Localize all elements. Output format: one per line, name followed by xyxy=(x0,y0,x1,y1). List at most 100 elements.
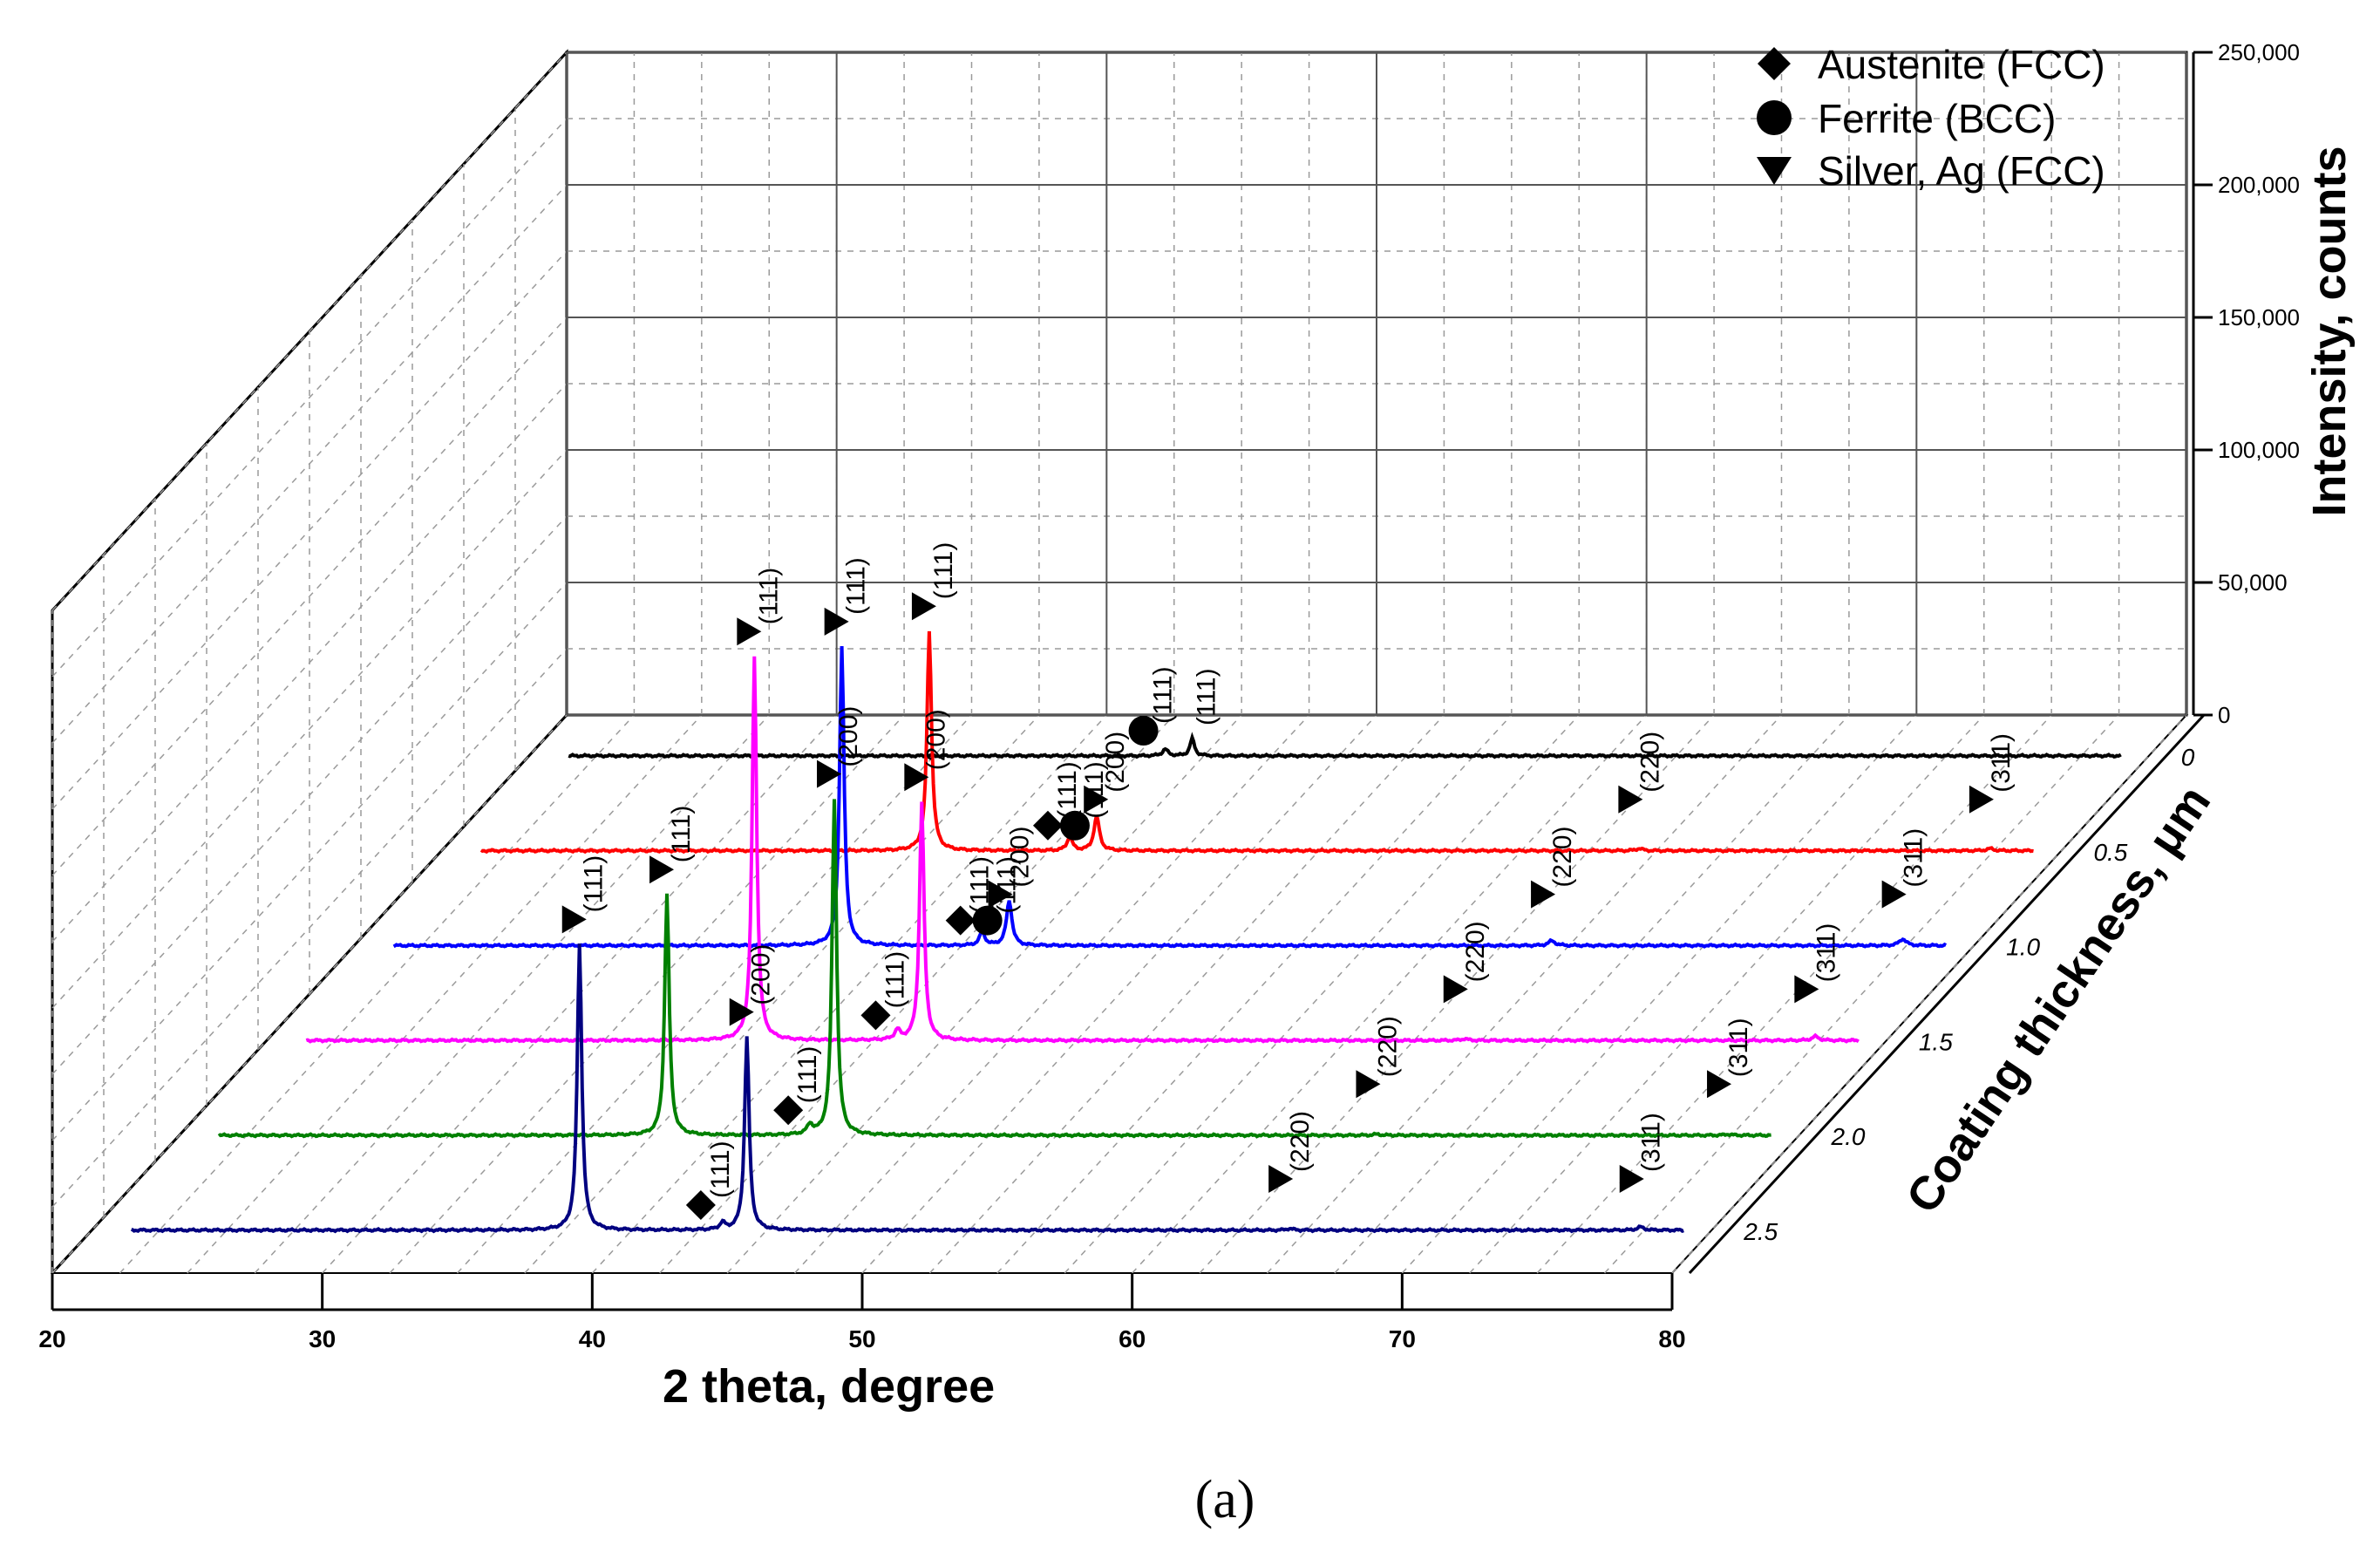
grid-line-floor xyxy=(996,714,1513,1274)
marker-triangle-icon xyxy=(988,880,1013,909)
marker-triangle-icon xyxy=(1531,880,1556,909)
x-axis-title: 2 theta, degree xyxy=(663,1360,995,1413)
peak-label: (111) xyxy=(793,1046,822,1104)
marker-diamond-icon xyxy=(685,1190,716,1220)
grid-line-floor xyxy=(187,714,703,1274)
marker-triangle-icon xyxy=(729,998,754,1026)
y-tick-label: 2.0 xyxy=(1831,1123,1866,1150)
grid-line-floor xyxy=(1334,714,1850,1274)
marker-diamond-icon xyxy=(1032,810,1063,841)
y-tick-label: 2.5 xyxy=(1743,1218,1778,1245)
peak-label: (220) xyxy=(1548,827,1577,888)
legend-marker-diamond-icon xyxy=(1758,47,1791,80)
peak-label: (111) xyxy=(754,568,783,625)
chart-axes xyxy=(51,51,2213,1311)
peak-label: (111) xyxy=(1149,666,1178,724)
grid-line-left-horizontal xyxy=(51,449,568,1009)
x-tick-label: 30 xyxy=(309,1325,336,1352)
marker-triangle-icon xyxy=(1707,1070,1732,1099)
series-line xyxy=(130,943,1684,1234)
chart-series xyxy=(130,630,2122,1234)
chart-grid xyxy=(51,51,2187,1274)
grid-line-floor xyxy=(389,714,905,1274)
marker-triangle-icon xyxy=(911,592,936,621)
legend-marker-triangle-icon xyxy=(1757,157,1792,185)
marker-triangle-icon xyxy=(561,905,587,934)
grid-line-floor xyxy=(1469,714,1985,1274)
marker-triangle-icon xyxy=(904,763,929,792)
grid-line-floor xyxy=(726,714,1242,1274)
z-tick-label: 50,000 xyxy=(2218,569,2288,596)
grid-line-floor xyxy=(1604,714,2120,1274)
grid-line-floor xyxy=(1064,714,1580,1274)
y-tick-label: 0 xyxy=(2181,744,2195,771)
grid-line-floor xyxy=(524,714,1040,1274)
peak-label: (111) xyxy=(929,542,958,600)
legend-label-ferrite: Ferrite (BCC) xyxy=(1818,96,2056,141)
y-tick-label: 0.5 xyxy=(2093,839,2127,866)
x-tick-label: 20 xyxy=(38,1325,65,1352)
marker-triangle-icon xyxy=(649,855,675,884)
peak-label: (111) xyxy=(706,1141,735,1198)
figure-caption: (a) xyxy=(1195,1470,1255,1529)
z-tick-label: 100,000 xyxy=(2218,437,2300,463)
peak-label: (111) xyxy=(667,806,696,863)
grid-line-floor xyxy=(119,714,635,1274)
series-line xyxy=(305,656,1860,1044)
peak-label: (311) xyxy=(1900,828,1928,888)
peak-label: (311) xyxy=(1637,1113,1666,1172)
peak-label: (111) xyxy=(842,557,871,615)
grid-line-left-horizontal xyxy=(51,582,568,1141)
marker-diamond-icon xyxy=(773,1095,804,1126)
x-tick-label: 60 xyxy=(1119,1325,1146,1352)
series-line xyxy=(217,799,1771,1139)
grid-line-floor xyxy=(1401,714,1917,1274)
marker-triangle-icon xyxy=(737,617,762,646)
peak-label: (200) xyxy=(921,709,950,770)
marker-triangle-icon xyxy=(1268,1165,1294,1193)
z-axis-title: Intensity, counts xyxy=(2303,146,2356,516)
grid-line-floor xyxy=(1266,714,1783,1274)
grid-line-floor xyxy=(456,714,973,1274)
peak-label: (200) xyxy=(747,944,776,1005)
marker-triangle-icon xyxy=(1084,785,1109,814)
peak-annotations: (111) (111)(111)(111)(111)(200) (220) (311)… xyxy=(561,542,2016,1220)
marker-triangle-icon xyxy=(1969,785,1994,814)
marker-triangle-icon xyxy=(1619,1165,1644,1193)
marker-circle-icon xyxy=(972,905,1003,936)
peak-label: (200) xyxy=(834,706,863,767)
legend-marker-circle-icon xyxy=(1757,100,1792,135)
x-tick-label: 50 xyxy=(848,1325,875,1352)
series-line xyxy=(479,630,2034,855)
marker-diamond-icon xyxy=(945,905,976,936)
z-tick-label: 250,000 xyxy=(2218,39,2300,65)
marker-triangle-icon xyxy=(1881,880,1907,909)
grid-line-left-horizontal xyxy=(51,317,568,876)
x-tick-label: 40 xyxy=(579,1325,606,1352)
y-axis-line xyxy=(1688,713,2206,1275)
series-line xyxy=(392,646,1948,949)
grid-line-floor xyxy=(794,714,1310,1274)
legend: Austenite (FCC) Ferrite (BCC) Silver, Ag… xyxy=(1757,42,2105,194)
y-tick-label: 1.0 xyxy=(2006,934,2040,961)
grid-line-floor xyxy=(1671,714,2187,1274)
peak-label: (311) xyxy=(1812,923,1840,983)
legend-label-silver: Silver, Ag (FCC) xyxy=(1818,148,2105,194)
chart-walls xyxy=(50,49,2189,1277)
peak-label: (111) xyxy=(580,855,609,913)
peak-label: (200) xyxy=(1006,827,1035,888)
y-tick-label: 1.5 xyxy=(1919,1028,1953,1055)
peak-label: (220) xyxy=(1373,1016,1402,1077)
z-tick-label: 200,000 xyxy=(2218,172,2300,198)
z-tick-label: 0 xyxy=(2218,702,2230,728)
marker-circle-icon xyxy=(1059,810,1090,841)
grid-line-left-horizontal xyxy=(51,118,568,678)
peak-label: (311) xyxy=(1724,1018,1753,1077)
peak-label: (200) xyxy=(1101,732,1130,793)
grid-line-floor xyxy=(1132,714,1648,1274)
peak-label: (220) xyxy=(1635,732,1664,793)
peak-label: (111) xyxy=(993,856,1022,914)
marker-circle-icon xyxy=(1128,716,1159,746)
grid-line-floor xyxy=(861,714,1377,1274)
marker-triangle-icon xyxy=(817,759,842,788)
